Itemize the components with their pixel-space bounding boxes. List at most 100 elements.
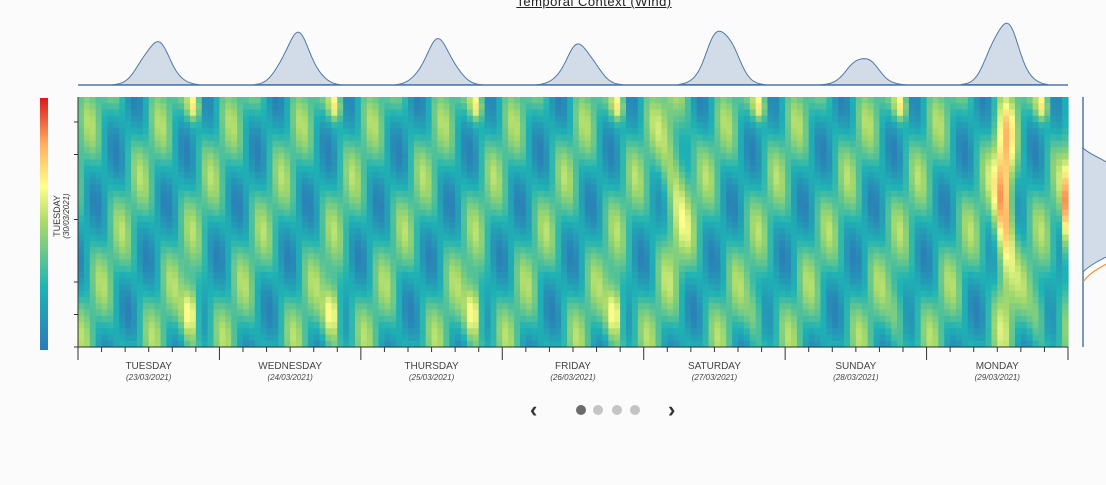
heatmap-cell (667, 215, 674, 223)
heatmap-cell (519, 215, 527, 223)
heatmap-cell (785, 272, 792, 279)
heatmap-cell (478, 103, 486, 111)
heatmap-cell (449, 122, 456, 129)
heatmap-cell (596, 340, 604, 348)
heatmap-cell (296, 253, 303, 261)
heatmap-cell (720, 278, 727, 286)
heatmap-cell (443, 165, 450, 173)
heatmap-cell (449, 159, 456, 167)
heatmap-cell (472, 184, 480, 192)
heatmap-cell (408, 122, 415, 129)
heatmap-cell (372, 203, 380, 211)
heatmap-cell (773, 197, 780, 204)
heatmap-cell (461, 103, 468, 111)
heatmap-cell (696, 247, 704, 254)
heatmap-cell (449, 334, 456, 342)
heatmap-cell (502, 115, 509, 123)
heatmap-cell (743, 290, 751, 298)
heatmap-cell (178, 153, 185, 161)
heatmap-cell (184, 247, 191, 254)
heatmap-cell (690, 134, 698, 142)
heatmap-cell (667, 253, 674, 261)
heatmap-cell (189, 322, 197, 329)
heatmap-cell (673, 322, 680, 329)
heatmap-cell (89, 340, 97, 348)
heatmap-cell (396, 265, 403, 273)
heatmap-cell (101, 259, 109, 267)
heatmap-cell (278, 197, 285, 204)
heatmap-cell (773, 334, 780, 342)
heatmap-cell (602, 322, 609, 329)
heatmap-cell (248, 328, 256, 336)
heatmap-cell (325, 178, 332, 186)
heatmap-cell (555, 315, 562, 323)
heatmap-cell (290, 222, 297, 229)
heatmap-cell (773, 165, 780, 173)
heatmap-cell (290, 297, 297, 304)
heatmap-cell (184, 184, 191, 192)
heatmap-cell (437, 115, 444, 123)
heatmap-cell (237, 153, 244, 161)
heatmap-cell (567, 153, 574, 161)
heatmap-cell (413, 228, 421, 236)
heatmap-cell (543, 234, 551, 242)
heatmap-cell (508, 190, 515, 198)
heatmap-cell (637, 290, 645, 298)
heatmap-cell (419, 328, 427, 336)
heatmap-cell (237, 165, 244, 173)
heatmap-cell (614, 153, 621, 161)
heatmap-cell (189, 290, 197, 298)
heatmap-cell (95, 209, 103, 217)
heatmap-cell (779, 303, 786, 311)
heatmap-cell (537, 253, 545, 261)
heatmap-cell (408, 259, 415, 267)
heatmap-cell (166, 197, 173, 204)
heatmap-cell (478, 228, 486, 236)
heatmap-cell (113, 122, 120, 129)
heatmap-cell (525, 340, 533, 348)
heatmap-cell (207, 134, 215, 142)
heatmap-cell (296, 272, 303, 279)
heatmap-cell (325, 215, 332, 223)
heatmap-cell (231, 103, 238, 111)
heatmap-cell (195, 265, 203, 273)
heatmap-cell (189, 215, 197, 223)
heatmap-cell (231, 265, 238, 273)
heatmap-cell (796, 140, 804, 148)
heatmap-cell (779, 222, 786, 229)
heatmap-cell (360, 97, 368, 104)
heatmap-cell (119, 340, 126, 348)
heatmap-cell (254, 328, 262, 336)
heatmap-cell (743, 340, 751, 348)
heatmap-cell (802, 178, 810, 186)
heatmap-cell (702, 284, 710, 292)
heatmap-cell (337, 272, 344, 279)
heatmap-cell (478, 153, 486, 161)
heatmap-cell (243, 265, 250, 273)
heatmap-cell (225, 109, 232, 117)
heatmap-cell (272, 184, 279, 192)
heatmap-cell (796, 234, 804, 242)
heatmap-cell (673, 172, 680, 179)
heatmap-cell (785, 209, 792, 217)
heatmap-cell (243, 190, 250, 198)
heatmap-cell (301, 297, 309, 304)
heatmap-cell (107, 272, 114, 279)
heatmap-cell (290, 134, 297, 142)
heatmap-cell (443, 190, 450, 198)
heatmap-cell (419, 340, 427, 348)
heatmap-cell (449, 253, 456, 261)
heatmap-cell (673, 222, 680, 229)
heatmap-cell (573, 97, 580, 104)
heatmap-cell (537, 272, 545, 279)
heatmap-cell (690, 253, 698, 261)
heatmap-cell (408, 209, 415, 217)
heatmap-cell (590, 328, 598, 336)
heatmap-cell (549, 328, 556, 336)
heatmap-cell (189, 278, 197, 286)
heatmap-cell (549, 122, 556, 129)
heatmap-cell (266, 134, 274, 142)
heatmap-cell (578, 322, 586, 329)
heatmap-cell (213, 172, 221, 179)
heatmap-cell (272, 259, 279, 267)
